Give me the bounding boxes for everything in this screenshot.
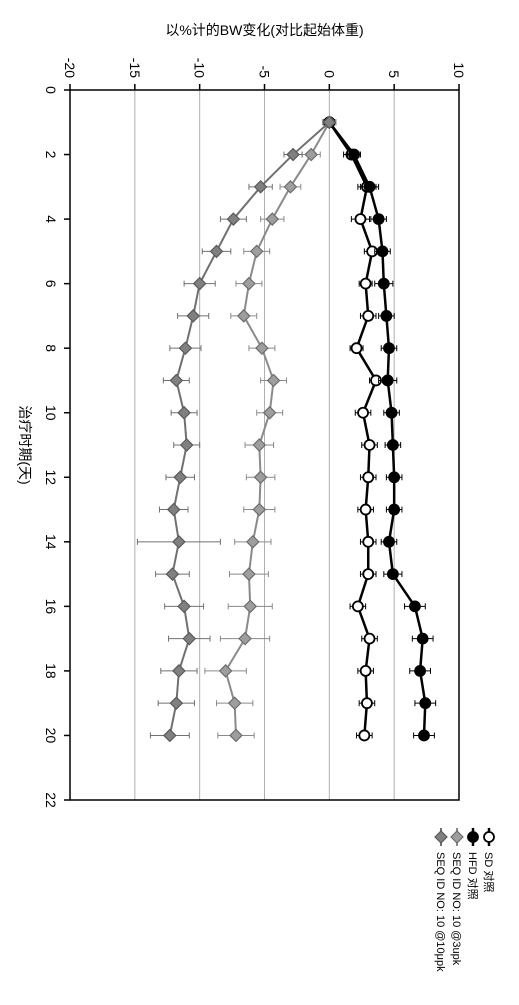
legend-label-seq3: SEQ ID NO: 10 @3upk (450, 852, 462, 966)
legend-label-hfd: HFD 对照 (466, 852, 480, 900)
y-tick-label: 0 (321, 70, 337, 78)
series-seq10 (137, 116, 335, 741)
y-axis-label: 以%计的BW变化(对比起始体重) (165, 22, 363, 38)
x-tick-label: 8 (43, 344, 59, 352)
y-tick-label: 10 (451, 62, 467, 78)
y-tick-label: 5 (386, 70, 402, 78)
legend: SD 对照HFD 对照 SEQ ID NO: 10 @3upk SEQ ID NO:… (434, 828, 496, 972)
x-tick-label: 4 (43, 215, 59, 223)
series-hfd (324, 117, 436, 740)
x-tick-label: 18 (43, 663, 59, 679)
x-tick-label: 6 (43, 280, 59, 288)
y-tick-label: -15 (127, 58, 143, 78)
x-tick-label: 10 (43, 405, 59, 421)
x-tick-label: 2 (43, 151, 59, 159)
chart-container: -20 -15 -10 -5 0 5 10 0 2 4 6 8 10 12 14 16 18 20 22 治疗时期(天… (0, 0, 519, 1000)
x-tick-label: 0 (43, 86, 59, 94)
y-tick-label: -5 (257, 66, 273, 79)
x-tick-label: 12 (43, 469, 59, 485)
legend-label-seq10: SEQ ID NO: 10 @10μpk (434, 852, 446, 972)
x-tick-label: 20 (43, 728, 59, 744)
x-tick-label: 14 (43, 534, 59, 550)
line-chart: -20 -15 -10 -5 0 5 10 0 2 4 6 8 10 12 14 16 18 20 22 治疗时期(天… (0, 0, 519, 1000)
x-axis-label: 治疗时期(天) (17, 405, 33, 484)
x-tick-label: 22 (43, 792, 59, 808)
legend-label-sd: SD 对照 (482, 852, 496, 892)
y-tick-label: -20 (62, 58, 78, 78)
y-tick-label: -10 (192, 58, 208, 78)
series-seq3 (205, 116, 336, 741)
x-tick-label: 16 (43, 599, 59, 615)
series-sd (324, 117, 382, 740)
